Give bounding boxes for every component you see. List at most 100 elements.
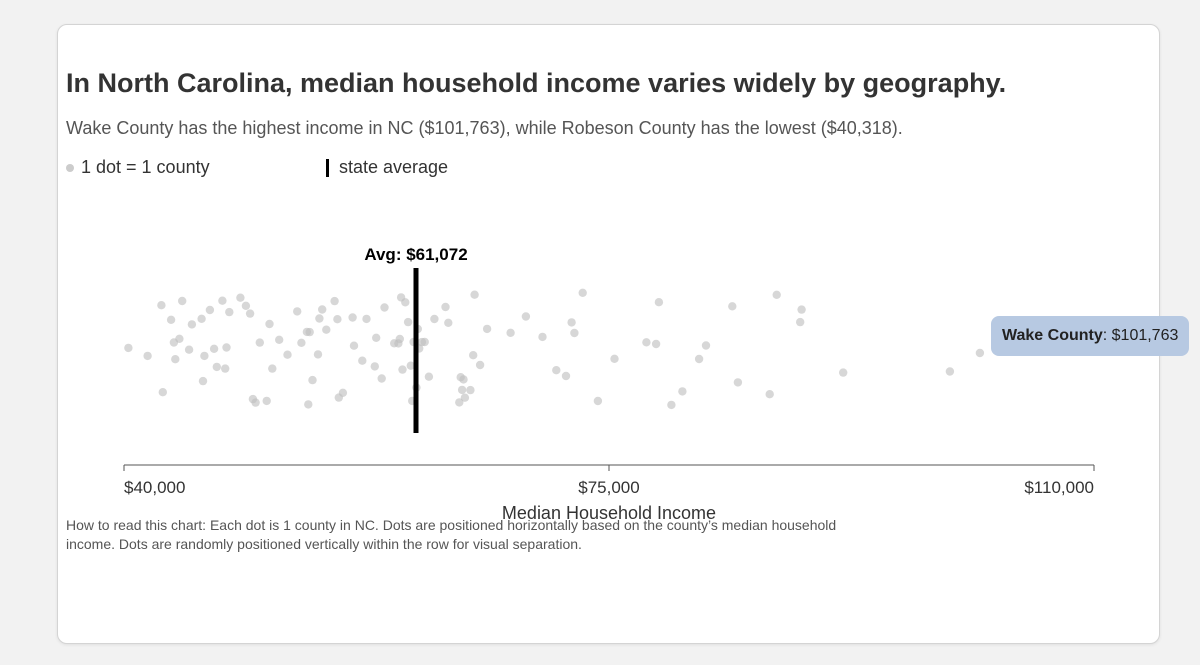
county-dot[interactable] bbox=[733, 378, 743, 387]
county-dot[interactable] bbox=[209, 344, 219, 353]
county-dot[interactable] bbox=[362, 314, 371, 324]
x-axis-ticks: $40,000 $75,000 $110,000 bbox=[123, 465, 1095, 497]
county-dot[interactable] bbox=[701, 341, 711, 350]
legend-line-icon bbox=[326, 158, 329, 177]
county-dot[interactable] bbox=[441, 302, 450, 312]
county-dot[interactable] bbox=[349, 341, 359, 350]
county-dot[interactable] bbox=[187, 320, 197, 329]
county-dot[interactable] bbox=[694, 354, 704, 364]
county-dot[interactable] bbox=[283, 350, 292, 359]
county-dot[interactable] bbox=[394, 339, 403, 348]
county-dot[interactable] bbox=[265, 319, 274, 329]
county-dot[interactable] bbox=[166, 315, 176, 324]
county-dot[interactable] bbox=[171, 355, 180, 364]
county-dot[interactable] bbox=[251, 398, 260, 407]
county-dot[interactable] bbox=[578, 288, 587, 297]
county-dot[interactable] bbox=[567, 318, 576, 327]
county-dot[interactable] bbox=[456, 373, 465, 382]
county-dot[interactable] bbox=[417, 337, 427, 347]
county-dot[interactable] bbox=[198, 376, 208, 386]
county-dot[interactable] bbox=[124, 343, 133, 353]
county-dot[interactable] bbox=[313, 350, 323, 359]
county-dot[interactable] bbox=[398, 365, 407, 374]
x-tick-label: $110,000 bbox=[1024, 478, 1094, 497]
county-dot[interactable] bbox=[222, 343, 231, 352]
county-dot[interactable] bbox=[651, 339, 661, 349]
county-dot[interactable] bbox=[457, 385, 467, 395]
county-dot[interactable] bbox=[570, 328, 579, 338]
county-dot[interactable] bbox=[728, 302, 737, 311]
county-dot[interactable] bbox=[654, 298, 664, 307]
county-dot[interactable] bbox=[372, 333, 381, 342]
county-dot[interactable] bbox=[293, 307, 302, 316]
county-dot[interactable] bbox=[506, 328, 515, 337]
county-dot[interactable] bbox=[678, 387, 687, 396]
legend-dot-label: 1 dot = 1 county bbox=[81, 157, 210, 177]
county-dot[interactable] bbox=[212, 362, 221, 372]
county-dot[interactable] bbox=[561, 371, 571, 381]
county-dot[interactable] bbox=[157, 301, 166, 310]
county-dot[interactable] bbox=[236, 293, 245, 302]
how-to-read-note: How to read this chart: Each dot is 1 co… bbox=[66, 517, 837, 552]
county-dot[interactable] bbox=[460, 393, 470, 402]
county-dot[interactable] bbox=[945, 367, 955, 376]
county-dot[interactable] bbox=[765, 390, 774, 399]
county-dot[interactable] bbox=[308, 375, 317, 385]
county-dot[interactable] bbox=[262, 396, 271, 406]
county-dot[interactable] bbox=[358, 356, 367, 365]
county-dot[interactable] bbox=[370, 362, 379, 371]
county-dot[interactable] bbox=[255, 338, 264, 347]
county-dot[interactable] bbox=[455, 398, 464, 407]
county-dot[interactable] bbox=[610, 354, 619, 363]
county-dot[interactable] bbox=[466, 385, 475, 395]
county-dot[interactable] bbox=[200, 351, 209, 361]
county-dot[interactable] bbox=[348, 313, 357, 322]
county-dot[interactable] bbox=[143, 351, 152, 361]
county-dot[interactable] bbox=[406, 361, 415, 370]
county-dot[interactable] bbox=[482, 324, 492, 334]
county-dot[interactable] bbox=[158, 388, 167, 397]
county-dot[interactable] bbox=[475, 360, 485, 370]
county-dot[interactable] bbox=[304, 400, 313, 409]
county-dot[interactable] bbox=[175, 334, 184, 343]
county-dot[interactable] bbox=[424, 372, 434, 381]
county-dot[interactable] bbox=[241, 301, 251, 310]
county-dot[interactable] bbox=[538, 332, 547, 342]
county-dot[interactable] bbox=[302, 327, 312, 337]
county-dot[interactable] bbox=[225, 307, 234, 317]
county-dot[interactable] bbox=[333, 315, 342, 324]
county-dot[interactable] bbox=[184, 345, 194, 354]
county-dot[interactable] bbox=[322, 325, 331, 334]
county-dot[interactable] bbox=[178, 296, 187, 306]
county-dot[interactable] bbox=[469, 351, 478, 360]
county-dot[interactable] bbox=[797, 305, 806, 314]
county-dot[interactable] bbox=[642, 338, 651, 347]
county-dot[interactable] bbox=[470, 290, 479, 299]
county-dot[interactable] bbox=[318, 305, 327, 314]
county-dot[interactable] bbox=[268, 364, 277, 373]
county-dot[interactable] bbox=[444, 318, 453, 327]
county-dot-wake[interactable] bbox=[975, 348, 985, 358]
county-dot[interactable] bbox=[330, 296, 339, 306]
county-dot[interactable] bbox=[275, 335, 284, 344]
county-dot[interactable] bbox=[403, 317, 413, 327]
county-dot[interactable] bbox=[245, 309, 255, 318]
county-dot[interactable] bbox=[221, 364, 230, 373]
county-dot[interactable] bbox=[796, 317, 805, 327]
county-dot[interactable] bbox=[197, 314, 206, 323]
county-dot[interactable] bbox=[667, 400, 676, 410]
county-dot[interactable] bbox=[315, 314, 324, 323]
county-dot[interactable] bbox=[521, 312, 531, 321]
county-dot[interactable] bbox=[593, 396, 603, 406]
county-dot[interactable] bbox=[338, 388, 348, 397]
county-dot[interactable] bbox=[396, 293, 406, 302]
county-dot[interactable] bbox=[380, 303, 389, 312]
county-dot[interactable] bbox=[839, 368, 848, 377]
county-dot[interactable] bbox=[772, 290, 781, 299]
county-dot[interactable] bbox=[552, 366, 561, 375]
county-dot[interactable] bbox=[430, 314, 439, 324]
county-dot[interactable] bbox=[377, 374, 386, 383]
county-dot[interactable] bbox=[218, 296, 227, 305]
county-dot[interactable] bbox=[297, 338, 306, 347]
county-dot[interactable] bbox=[205, 305, 215, 315]
